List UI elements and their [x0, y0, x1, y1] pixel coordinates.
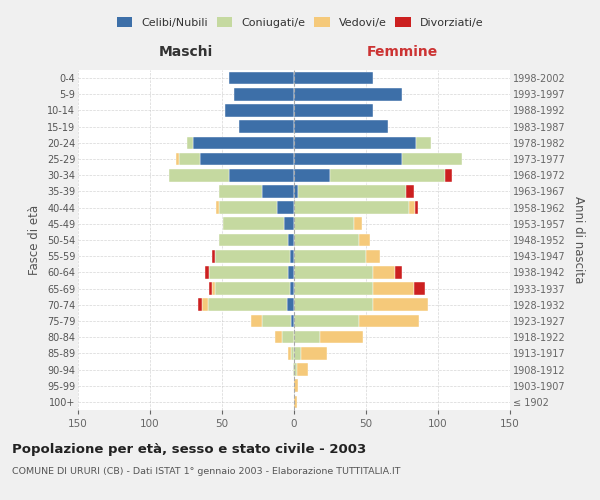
- Bar: [294, 185, 298, 198]
- Bar: [294, 282, 373, 295]
- Bar: [294, 136, 416, 149]
- Bar: [445, 169, 452, 181]
- Bar: [200, 152, 294, 166]
- Bar: [219, 234, 288, 246]
- Bar: [219, 185, 262, 198]
- Y-axis label: Fasce di età: Fasce di età: [28, 205, 41, 275]
- Bar: [294, 396, 297, 408]
- Bar: [290, 250, 294, 262]
- Bar: [291, 347, 294, 360]
- Bar: [288, 266, 294, 278]
- Bar: [262, 185, 294, 198]
- Bar: [229, 72, 294, 85]
- Bar: [406, 185, 413, 198]
- Bar: [212, 250, 215, 262]
- Bar: [294, 72, 373, 85]
- Bar: [197, 298, 202, 311]
- Bar: [288, 347, 291, 360]
- Bar: [416, 136, 431, 149]
- Bar: [219, 202, 277, 214]
- Bar: [294, 363, 297, 376]
- Bar: [359, 234, 370, 246]
- Legend: Celibi/Nubili, Coniugati/e, Vedovi/e, Divorziati/e: Celibi/Nubili, Coniugati/e, Vedovi/e, Di…: [112, 13, 488, 32]
- Bar: [290, 282, 294, 295]
- Text: COMUNE DI URURI (CB) - Dati ISTAT 1° gennaio 2003 - Elaborazione TUTTITALIA.IT: COMUNE DI URURI (CB) - Dati ISTAT 1° gen…: [12, 468, 401, 476]
- Bar: [366, 250, 380, 262]
- Bar: [208, 298, 287, 311]
- Text: Popolazione per età, sesso e stato civile - 2003: Popolazione per età, sesso e stato civil…: [12, 442, 366, 456]
- Bar: [216, 202, 219, 214]
- Bar: [287, 298, 294, 311]
- Bar: [355, 218, 362, 230]
- Bar: [294, 331, 320, 344]
- Bar: [294, 298, 373, 311]
- Bar: [294, 202, 409, 214]
- Bar: [294, 314, 359, 328]
- Bar: [373, 298, 428, 311]
- Bar: [233, 88, 294, 101]
- Bar: [239, 120, 294, 133]
- Bar: [215, 250, 290, 262]
- Bar: [187, 136, 193, 149]
- Bar: [294, 88, 402, 101]
- Bar: [298, 185, 406, 198]
- Bar: [209, 282, 212, 295]
- Bar: [209, 266, 288, 278]
- Bar: [359, 314, 419, 328]
- Bar: [294, 234, 359, 246]
- Y-axis label: Anni di nascita: Anni di nascita: [572, 196, 585, 284]
- Bar: [294, 152, 402, 166]
- Bar: [320, 331, 363, 344]
- Bar: [294, 250, 366, 262]
- Bar: [202, 298, 208, 311]
- Bar: [293, 363, 294, 376]
- Bar: [225, 104, 294, 117]
- Bar: [297, 363, 308, 376]
- Text: Maschi: Maschi: [159, 44, 213, 59]
- Bar: [215, 282, 290, 295]
- Bar: [277, 202, 294, 214]
- Bar: [294, 104, 373, 117]
- Bar: [291, 314, 294, 328]
- Bar: [413, 282, 425, 295]
- Bar: [294, 169, 330, 181]
- Bar: [330, 169, 445, 181]
- Bar: [294, 218, 355, 230]
- Bar: [205, 266, 209, 278]
- Bar: [301, 347, 327, 360]
- Bar: [212, 282, 215, 295]
- Bar: [288, 234, 294, 246]
- Bar: [179, 152, 200, 166]
- Bar: [409, 202, 415, 214]
- Bar: [294, 266, 373, 278]
- Bar: [275, 331, 283, 344]
- Bar: [283, 331, 294, 344]
- Bar: [373, 266, 395, 278]
- Bar: [251, 314, 262, 328]
- Bar: [294, 380, 298, 392]
- Bar: [402, 152, 463, 166]
- Bar: [294, 120, 388, 133]
- Bar: [284, 218, 294, 230]
- Bar: [395, 266, 402, 278]
- Bar: [415, 202, 418, 214]
- Bar: [373, 282, 413, 295]
- Bar: [176, 152, 179, 166]
- Bar: [294, 347, 301, 360]
- Bar: [193, 136, 294, 149]
- Bar: [229, 169, 294, 181]
- Bar: [169, 169, 229, 181]
- Bar: [223, 218, 284, 230]
- Text: Femmine: Femmine: [367, 44, 437, 59]
- Bar: [262, 314, 291, 328]
